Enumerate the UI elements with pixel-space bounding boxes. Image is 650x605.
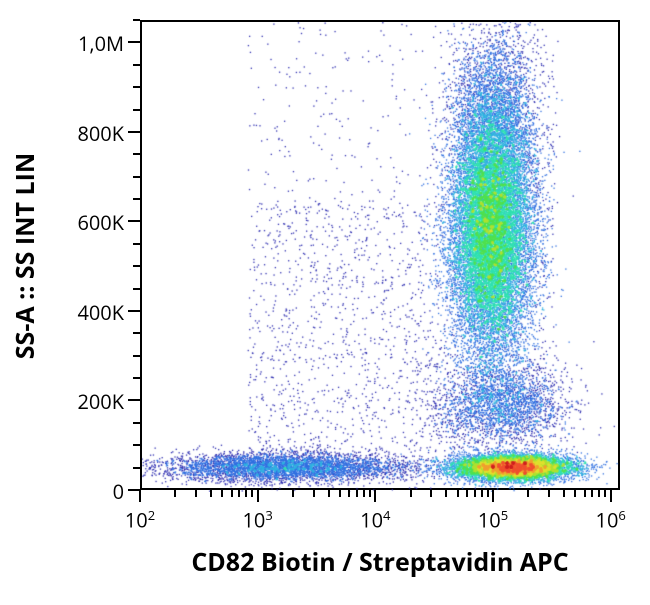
y-tick-label: 400K	[77, 299, 124, 326]
x-tick-label: 105	[478, 506, 508, 534]
y-tick-label: 200K	[77, 388, 124, 415]
y-axis-title: SS-A :: SS INT LIN	[8, 21, 42, 491]
x-tick-label: 102	[125, 506, 155, 534]
density-scatter-canvas	[142, 22, 622, 492]
y-tick-label: 800K	[77, 120, 124, 147]
x-tick-label: 106	[596, 506, 626, 534]
x-tick-label: 103	[243, 506, 273, 534]
y-tick-label: 0	[113, 478, 124, 505]
plot-area	[140, 20, 620, 490]
y-tick-label: 600K	[77, 209, 124, 236]
y-tick-label: 1,0M	[78, 30, 124, 57]
x-tick-label: 104	[360, 506, 390, 534]
x-axis-title: CD82 Biotin / Streptavidin APC	[140, 545, 620, 579]
flow-cytometry-chart: SS-A :: SS INT LIN CD82 Biotin / Strepta…	[0, 0, 650, 605]
